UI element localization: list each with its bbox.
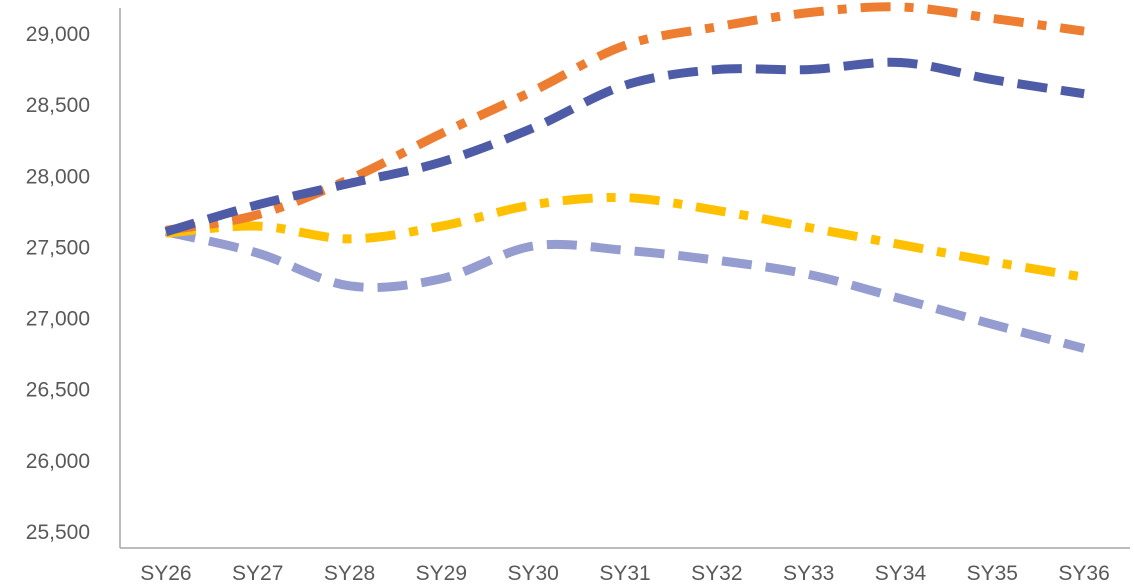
x-tick-label: SY34 [875, 562, 927, 585]
x-tick-label: SY31 [599, 562, 650, 585]
series-line-2 [165, 2, 1085, 235]
x-tick-label: SY32 [691, 562, 742, 585]
series-line-3 [165, 192, 1085, 282]
x-tick-label: SY29 [416, 562, 467, 585]
y-tick-label: 26,000 [26, 450, 90, 473]
y-tick-label: 29,000 [26, 23, 90, 46]
x-axis-tick-labels: SY26 SY27 SY28 SY29 SY30 SY31 SY32 SY33 SY34 SY35… [140, 562, 1110, 585]
x-tick-label: SY28 [324, 562, 375, 585]
x-tick-label: SY35 [967, 562, 1018, 585]
y-axis-tick-labels: 25,500 26,000 26,500 27,000 27,500 28,000 28,5… [26, 23, 90, 544]
y-tick-label: 28,000 [26, 165, 90, 188]
axes [119, 8, 1130, 549]
x-tick-label: SY26 [140, 562, 191, 585]
series-line-1 [164, 57, 1085, 237]
y-tick-label: 27,000 [26, 308, 90, 331]
y-tick-label: 28,500 [26, 94, 90, 117]
x-tick-label: SY30 [507, 562, 558, 585]
series-lines [164, 2, 1086, 353]
x-tick-label: SY27 [232, 562, 283, 585]
x-tick-label: SY36 [1058, 562, 1109, 585]
y-tick-label: 27,500 [26, 236, 90, 259]
x-tick-label: SY33 [783, 562, 834, 585]
y-tick-label: 25,500 [26, 521, 90, 544]
y-tick-label: 26,500 [26, 379, 90, 402]
